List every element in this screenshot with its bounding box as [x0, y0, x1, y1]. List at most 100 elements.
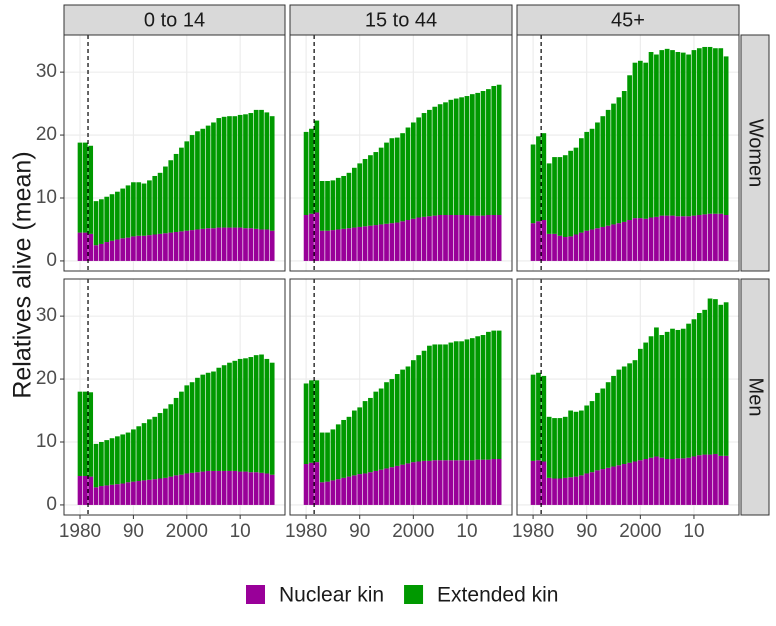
bar	[443, 344, 448, 461]
bar	[99, 486, 104, 505]
bar	[351, 167, 357, 228]
bar	[184, 385, 190, 474]
bar	[536, 460, 541, 505]
bar	[702, 309, 708, 455]
bar	[125, 185, 131, 238]
bar	[464, 214, 470, 261]
bar	[611, 103, 616, 225]
bar	[627, 462, 632, 505]
bar	[621, 91, 627, 222]
bar	[718, 455, 724, 505]
bar	[453, 341, 459, 461]
bar	[104, 242, 110, 261]
bar	[99, 199, 104, 244]
bar	[88, 476, 94, 505]
bar	[99, 243, 104, 261]
bar	[552, 157, 557, 234]
bar	[394, 137, 400, 223]
x-tick-label: 1980	[285, 521, 327, 542]
bar	[562, 155, 568, 238]
bar	[643, 342, 649, 459]
bar	[713, 299, 718, 454]
bar	[168, 404, 174, 477]
y-tick-label: 20	[36, 368, 57, 389]
bar	[389, 223, 395, 261]
bar	[536, 136, 541, 222]
bar	[325, 181, 330, 231]
bar	[104, 196, 110, 243]
bar	[253, 109, 259, 229]
bar	[141, 423, 147, 481]
bar	[605, 225, 611, 261]
bar	[205, 470, 211, 505]
x-tick-label: 2000	[166, 521, 208, 542]
bar	[546, 416, 552, 478]
bar	[319, 432, 325, 483]
bar	[173, 153, 179, 232]
bar	[357, 407, 363, 475]
bar	[362, 158, 368, 227]
bar	[115, 191, 120, 240]
bar	[541, 375, 547, 462]
bar	[147, 479, 152, 505]
bar	[184, 141, 190, 231]
bar	[680, 458, 686, 505]
bar	[448, 214, 454, 261]
bar	[654, 456, 659, 505]
bar	[552, 418, 557, 479]
bar	[491, 330, 497, 459]
bar	[480, 459, 486, 505]
x-tick-label: 10	[456, 521, 477, 542]
bar	[573, 411, 579, 477]
bar	[480, 91, 486, 216]
bar	[243, 228, 248, 261]
bar	[605, 382, 611, 468]
bar	[648, 217, 654, 261]
bar	[303, 464, 309, 505]
bar	[125, 237, 131, 261]
bar	[400, 221, 405, 261]
bar	[163, 166, 168, 234]
y-tick-label: 0	[46, 494, 57, 515]
bar	[416, 117, 422, 218]
bar	[713, 453, 718, 505]
bar	[205, 125, 211, 229]
bar	[491, 85, 497, 215]
bar	[264, 473, 270, 505]
bar	[195, 131, 200, 230]
strip-label: 0 to 14	[144, 9, 205, 31]
strip	[740, 278, 770, 516]
bar	[686, 216, 691, 261]
bar	[259, 229, 264, 261]
bar	[319, 482, 325, 505]
bar	[141, 235, 147, 261]
y-tick-label: 10	[36, 431, 57, 452]
bar	[659, 215, 665, 261]
bar	[589, 401, 595, 473]
bar	[546, 233, 552, 261]
bar	[637, 218, 643, 261]
bar	[221, 227, 227, 261]
bar	[227, 116, 232, 228]
bar	[309, 128, 314, 214]
bar	[480, 215, 486, 261]
bar	[437, 104, 443, 215]
bar	[227, 227, 232, 261]
bar	[368, 472, 373, 505]
bar	[530, 460, 536, 505]
bar	[330, 429, 336, 481]
bar	[448, 342, 454, 461]
bar	[713, 48, 718, 214]
bar	[464, 460, 470, 505]
bar	[211, 122, 216, 229]
bar	[346, 228, 352, 261]
bar	[530, 374, 536, 461]
bar	[627, 363, 632, 463]
x-tick-label: 2000	[619, 521, 661, 542]
bar	[486, 214, 491, 261]
bar	[464, 339, 470, 461]
bar	[437, 344, 443, 461]
bar	[346, 476, 352, 505]
bar	[351, 227, 357, 261]
bar	[168, 476, 174, 505]
